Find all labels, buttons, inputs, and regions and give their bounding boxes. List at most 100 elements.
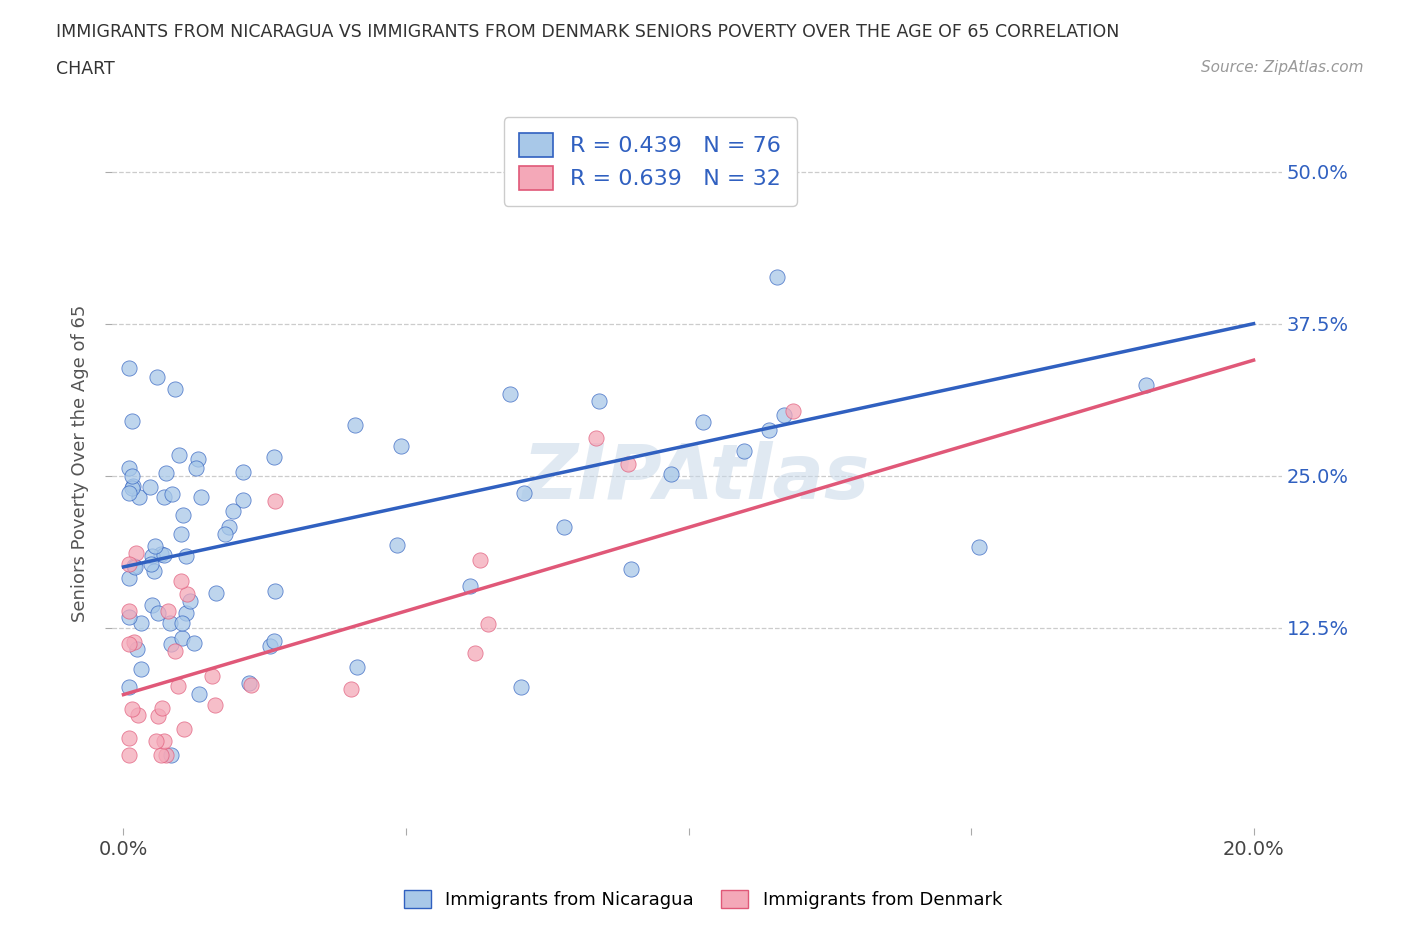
Point — [585, 430, 607, 445]
Point — [129, 616, 152, 631]
Point — [145, 734, 167, 749]
Point — [238, 675, 260, 690]
Point — [172, 507, 194, 522]
Point — [204, 698, 226, 713]
Point — [121, 414, 143, 429]
Point — [155, 748, 177, 763]
Point — [588, 393, 610, 408]
Point — [146, 709, 169, 724]
Point — [157, 604, 180, 618]
Point — [160, 636, 183, 651]
Point — [782, 404, 804, 418]
Point — [138, 479, 160, 494]
Point — [118, 637, 141, 652]
Point — [118, 570, 141, 585]
Point — [659, 467, 682, 482]
Point — [173, 721, 195, 736]
Point — [118, 609, 141, 624]
Point — [169, 527, 191, 542]
Point — [159, 616, 181, 631]
Point — [146, 369, 169, 384]
Point — [121, 479, 143, 494]
Point — [118, 485, 141, 500]
Point — [122, 634, 145, 649]
Point — [122, 558, 145, 573]
Point — [121, 701, 143, 716]
Point — [967, 539, 990, 554]
Point — [263, 633, 285, 648]
Point — [172, 615, 194, 630]
Point — [214, 526, 236, 541]
Point — [620, 562, 643, 577]
Y-axis label: Seniors Poverty Over the Age of 65: Seniors Poverty Over the Age of 65 — [72, 305, 89, 622]
Point — [510, 680, 533, 695]
Point — [169, 447, 191, 462]
Point — [758, 422, 780, 437]
Point — [169, 574, 191, 589]
Point — [150, 547, 173, 562]
Point — [127, 708, 149, 723]
Point — [346, 659, 368, 674]
Point — [205, 585, 228, 600]
Point — [160, 748, 183, 763]
Point — [150, 701, 173, 716]
Point — [118, 731, 141, 746]
Point — [141, 557, 163, 572]
Point — [259, 639, 281, 654]
Point — [163, 382, 186, 397]
Point — [141, 597, 163, 612]
Text: ZIPAtlas: ZIPAtlas — [523, 441, 870, 515]
Point — [190, 489, 212, 504]
Point — [125, 642, 148, 657]
Point — [141, 549, 163, 564]
Point — [240, 677, 263, 692]
Point — [264, 494, 287, 509]
Point — [128, 490, 150, 505]
Point — [499, 386, 522, 401]
Point — [464, 645, 486, 660]
Point — [125, 545, 148, 560]
Point — [153, 548, 176, 563]
Point — [118, 460, 141, 475]
Point — [468, 552, 491, 567]
Point — [773, 407, 796, 422]
Point — [232, 464, 254, 479]
Point — [231, 492, 253, 507]
Point — [160, 486, 183, 501]
Point — [766, 270, 789, 285]
Point — [118, 557, 141, 572]
Point — [118, 361, 141, 376]
Point — [121, 480, 143, 495]
Point — [343, 418, 366, 432]
Point — [186, 460, 208, 475]
Point — [166, 679, 188, 694]
Point — [513, 485, 536, 500]
Point — [200, 669, 222, 684]
Point — [733, 444, 755, 458]
Point — [118, 604, 141, 618]
Point — [118, 748, 141, 763]
Point — [218, 520, 240, 535]
Text: CHART: CHART — [56, 60, 115, 78]
Legend: R = 0.439   N = 76, R = 0.639   N = 32: R = 0.439 N = 76, R = 0.639 N = 32 — [503, 117, 797, 206]
Point — [617, 457, 640, 472]
Point — [389, 439, 412, 454]
Point — [187, 686, 209, 701]
Point — [187, 452, 209, 467]
Point — [263, 449, 285, 464]
Point — [124, 560, 146, 575]
Point — [692, 415, 714, 430]
Point — [553, 520, 575, 535]
Point — [121, 468, 143, 483]
Point — [179, 593, 201, 608]
Text: IMMIGRANTS FROM NICARAGUA VS IMMIGRANTS FROM DENMARK SENIORS POVERTY OVER THE AG: IMMIGRANTS FROM NICARAGUA VS IMMIGRANTS … — [56, 23, 1119, 41]
Point — [153, 489, 176, 504]
Point — [129, 661, 152, 676]
Point — [152, 734, 174, 749]
Point — [163, 644, 186, 658]
Legend: Immigrants from Nicaragua, Immigrants from Denmark: Immigrants from Nicaragua, Immigrants fr… — [396, 883, 1010, 916]
Point — [1135, 378, 1157, 392]
Point — [143, 564, 166, 578]
Point — [170, 631, 193, 645]
Point — [143, 538, 166, 553]
